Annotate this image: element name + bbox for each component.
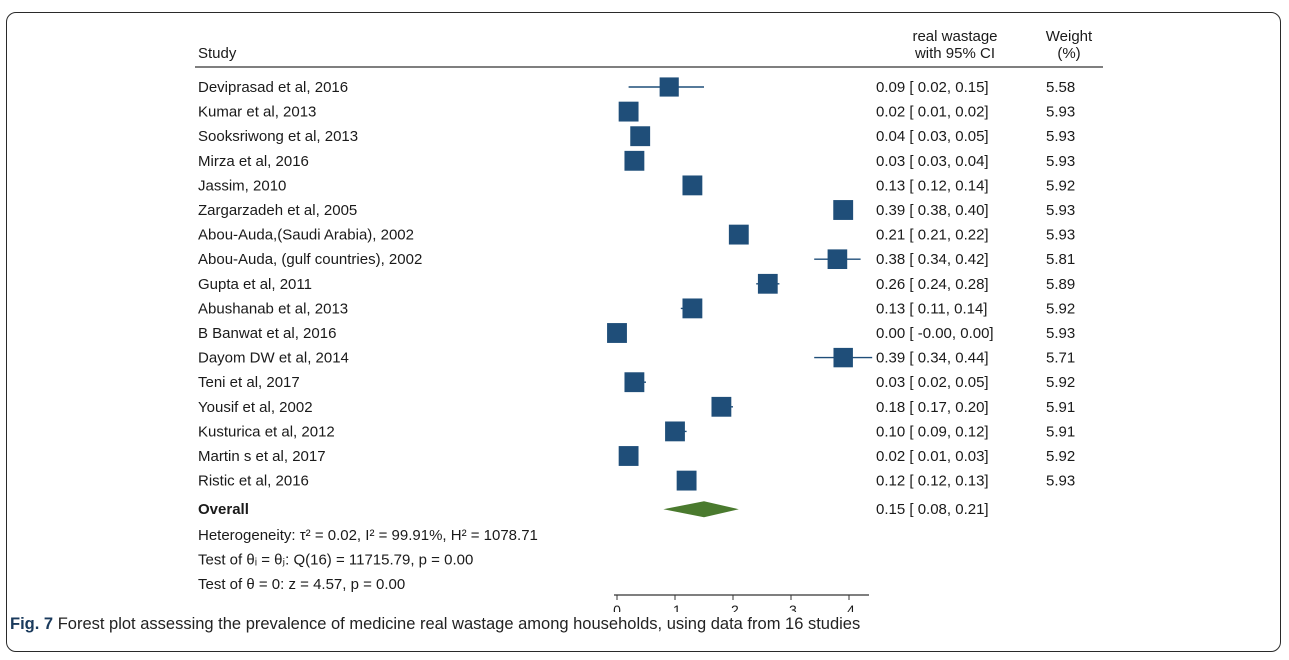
study-ci-text: 0.12 [ 0.12, 0.13]	[876, 473, 989, 490]
study-weight-text: 5.92	[1046, 177, 1075, 194]
study-ci-text: 0.10 [ 0.09, 0.12]	[876, 423, 989, 440]
study-marker	[624, 372, 645, 393]
header-estimate-line1: real wastage	[912, 28, 997, 45]
study-marker	[833, 200, 854, 220]
study-marker	[618, 446, 639, 466]
study-name: Kusturica et al, 2012	[198, 423, 335, 440]
study-weight-text: 5.93	[1046, 202, 1075, 219]
study-marker	[682, 298, 703, 319]
study-marker	[682, 175, 703, 196]
study-ci-text: 0.38 [ 0.34, 0.42]	[876, 251, 989, 268]
study-ci-text: 0.04 [ 0.03, 0.05]	[876, 128, 989, 145]
x-tick-label: .2	[727, 602, 739, 612]
study-marker	[659, 77, 679, 97]
study-name: Kumar et al, 2013	[198, 104, 316, 121]
study-ci-text: 0.13 [ 0.12, 0.14]	[876, 177, 989, 194]
study-ci-text: 0.03 [ 0.03, 0.04]	[876, 153, 989, 170]
study-name: Ristic et al, 2016	[198, 473, 309, 490]
study-name: Martin s et al, 2017	[198, 448, 326, 465]
study-weight-text: 5.93	[1046, 153, 1075, 170]
overall-label: Overall	[198, 501, 249, 518]
figure-frame	[6, 12, 1281, 652]
figure-caption: Fig. 7 Forest plot assessing the prevale…	[10, 615, 860, 634]
header-weight-line2: (%)	[1057, 45, 1080, 62]
study-weight-text: 5.93	[1046, 325, 1075, 342]
study-weight-text: 5.91	[1046, 423, 1075, 440]
x-tick-label: 0	[613, 602, 621, 612]
study-weight-text: 5.93	[1046, 227, 1075, 244]
study-marker	[624, 150, 645, 171]
study-ci-text: 0.18 [ 0.17, 0.20]	[876, 399, 989, 416]
study-weight-text: 5.92	[1046, 448, 1075, 465]
study-ci-text: 0.39 [ 0.34, 0.44]	[876, 350, 989, 367]
study-ci-text: 0.03 [ 0.02, 0.05]	[876, 374, 989, 391]
study-name: Abou-Auda,(Saudi Arabia), 2002	[198, 227, 414, 244]
header-estimate-line2: with 95% CI	[914, 45, 995, 62]
study-name: Zargarzadeh et al, 2005	[198, 202, 357, 219]
heterogeneity-note: Test of θ = 0: z = 4.57, p = 0.00	[198, 576, 405, 593]
study-ci-text: 0.13 [ 0.11, 0.14]	[876, 300, 987, 317]
study-marker	[757, 273, 778, 294]
study-marker	[630, 126, 651, 147]
header-weight-line1: Weight	[1046, 28, 1093, 45]
study-ci-text: 0.39 [ 0.38, 0.40]	[876, 202, 989, 219]
overall-ci-text: 0.15 [ 0.08, 0.21]	[876, 501, 989, 518]
study-marker	[665, 421, 685, 442]
header-study: Study	[198, 45, 237, 62]
study-name: Abushanab et al, 2013	[198, 300, 348, 317]
study-marker	[728, 224, 749, 245]
study-weight-text: 5.92	[1046, 300, 1075, 317]
study-name: Abou-Auda, (gulf countries), 2002	[198, 251, 422, 268]
study-ci-text: 0.09 [ 0.02, 0.15]	[876, 79, 989, 96]
study-ci-text: 0.26 [ 0.24, 0.28]	[876, 276, 989, 293]
study-weight-text: 5.91	[1046, 399, 1075, 416]
study-marker	[607, 323, 627, 343]
study-name: Sooksriwong et al, 2013	[198, 128, 358, 145]
study-marker	[833, 347, 853, 368]
study-ci-text: 0.02 [ 0.01, 0.03]	[876, 448, 989, 465]
heterogeneity-note: Test of θᵢ = θⱼ: Q(16) = 11715.79, p = 0…	[198, 552, 473, 569]
study-weight-text: 5.81	[1046, 251, 1075, 268]
study-name: B Banwat et al, 2016	[198, 325, 336, 342]
study-name: Teni et al, 2017	[198, 374, 300, 391]
study-weight-text: 5.89	[1046, 276, 1075, 293]
study-ci-text: 0.02 [ 0.01, 0.02]	[876, 104, 989, 121]
study-weight-text: 5.93	[1046, 104, 1075, 121]
study-name: Gupta et al, 2011	[198, 276, 312, 293]
study-weight-text: 5.58	[1046, 79, 1075, 96]
study-weight-text: 5.71	[1046, 350, 1075, 367]
caption-label: Fig. 7	[10, 615, 54, 633]
x-tick-label: .3	[785, 602, 797, 612]
study-name: Yousif et al, 2002	[198, 399, 313, 416]
study-weight-text: 5.93	[1046, 473, 1075, 490]
study-name: Jassim, 2010	[198, 177, 286, 194]
heterogeneity-note: Heterogeneity: τ² = 0.02, I² = 99.91%, H…	[198, 527, 538, 544]
study-ci-text: 0.00 [ -0.00, 0.00]	[876, 325, 994, 342]
x-tick-label: .4	[843, 602, 855, 612]
overall-diamond	[663, 501, 739, 518]
x-tick-label: .1	[669, 602, 681, 612]
study-marker	[711, 396, 732, 417]
study-name: Deviprasad et al, 2016	[198, 79, 348, 96]
study-weight-text: 5.93	[1046, 128, 1075, 145]
caption-text: Forest plot assessing the prevalence of …	[57, 615, 861, 633]
study-marker	[827, 249, 848, 270]
study-ci-text: 0.21 [ 0.21, 0.22]	[876, 227, 989, 244]
study-name: Mirza et al, 2016	[198, 153, 309, 170]
study-name: Dayom DW et al, 2014	[198, 350, 349, 367]
study-marker	[676, 470, 697, 491]
study-marker	[618, 101, 639, 122]
study-weight-text: 5.92	[1046, 374, 1075, 391]
